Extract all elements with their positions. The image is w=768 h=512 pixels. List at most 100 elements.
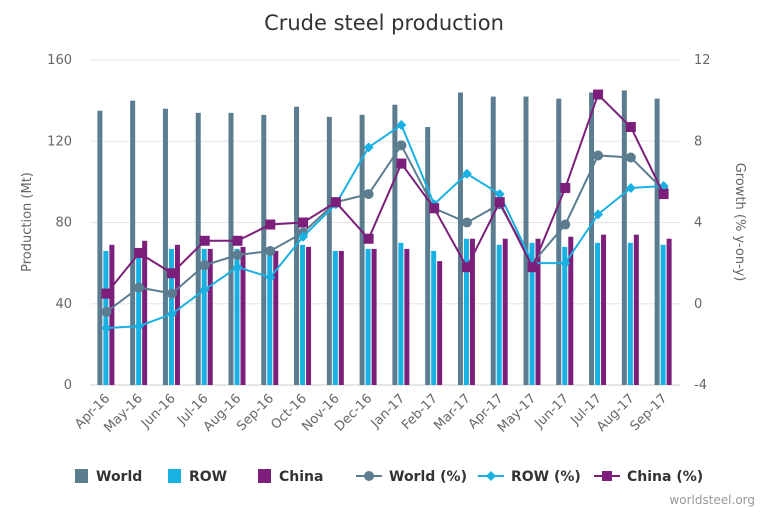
bar-row-may-17[interactable] [529, 242, 535, 385]
point-row--jun-17[interactable] [560, 258, 571, 269]
bar-world-jun-16[interactable] [162, 108, 168, 385]
bar-world-dec-16[interactable] [359, 114, 365, 385]
line-world-[interactable] [105, 143, 665, 313]
bar-china-dec-16[interactable] [371, 248, 377, 385]
bar-row-jan-17[interactable] [398, 242, 404, 385]
point-world--jul-16[interactable] [199, 260, 210, 271]
bar-row-may-16[interactable] [136, 250, 142, 385]
bar-china-aug-16[interactable] [240, 246, 246, 385]
point-world--aug-17[interactable] [625, 152, 636, 163]
bar-world-jul-17[interactable] [589, 92, 595, 386]
bar-row-jun-17[interactable] [562, 246, 568, 385]
bar-row-feb-17[interactable] [431, 250, 437, 385]
credit-text[interactable]: worldsteel.org [669, 493, 755, 507]
point-china--may-16[interactable] [134, 247, 145, 258]
legend-marker[interactable] [602, 471, 612, 481]
line-china-[interactable] [105, 92, 665, 295]
bar-china-jun-17[interactable] [568, 236, 574, 385]
point-china--sep-17[interactable] [658, 189, 669, 200]
point-china--feb-17[interactable] [429, 203, 440, 214]
bar-row-sep-17[interactable] [660, 244, 666, 385]
point-china--jun-17[interactable] [560, 182, 571, 193]
bar-world-feb-17[interactable] [425, 127, 431, 385]
point-row--may-16[interactable] [134, 321, 145, 332]
point-row--dec-16[interactable] [363, 142, 374, 153]
bar-china-oct-16[interactable] [306, 246, 312, 385]
bar-row-jul-16[interactable] [201, 248, 207, 385]
point-china--aug-17[interactable] [625, 122, 636, 133]
bar-china-aug-17[interactable] [633, 234, 639, 385]
bar-row-aug-16[interactable] [234, 248, 240, 385]
bar-china-may-16[interactable] [142, 240, 148, 385]
bar-row-sep-16[interactable] [267, 248, 273, 385]
point-world--jun-17[interactable] [560, 219, 571, 230]
bar-world-may-16[interactable] [130, 100, 136, 385]
point-china--jul-16[interactable] [199, 235, 210, 246]
point-row--aug-17[interactable] [625, 182, 636, 193]
point-china--apr-16[interactable] [101, 288, 112, 299]
point-row--apr-17[interactable] [494, 189, 505, 200]
point-row--jul-17[interactable] [593, 209, 604, 220]
point-world--sep-16[interactable] [265, 245, 276, 256]
bar-world-jun-17[interactable] [556, 98, 562, 385]
legend-marker[interactable] [364, 471, 374, 481]
bar-world-sep-16[interactable] [261, 114, 267, 385]
bar-world-apr-16[interactable] [97, 110, 103, 385]
legend-item-china-[interactable]: China (%) [594, 469, 703, 485]
bar-china-jul-16[interactable] [207, 248, 213, 385]
point-china--dec-16[interactable] [363, 233, 374, 244]
point-china--oct-16[interactable] [298, 217, 309, 228]
point-china--sep-16[interactable] [265, 219, 276, 230]
bar-row-mar-17[interactable] [463, 238, 469, 385]
bar-row-oct-16[interactable] [300, 244, 306, 385]
point-china--apr-17[interactable] [494, 197, 505, 208]
point-china--aug-16[interactable] [232, 235, 243, 246]
legend-marker[interactable] [486, 471, 496, 481]
point-china--jul-17[interactable] [593, 89, 604, 100]
bar-world-jul-16[interactable] [195, 112, 201, 385]
bar-world-aug-17[interactable] [621, 90, 627, 385]
point-world--aug-16[interactable] [232, 250, 243, 260]
bar-world-sep-17[interactable] [654, 98, 660, 385]
bar-china-sep-16[interactable] [273, 250, 279, 385]
point-row--jan-17[interactable] [396, 120, 407, 130]
point-china--jun-16[interactable] [166, 268, 177, 279]
bar-world-nov-16[interactable] [326, 116, 332, 385]
point-world--may-16[interactable] [134, 282, 145, 293]
point-china--mar-17[interactable] [461, 262, 472, 273]
point-row--sep-16[interactable] [265, 272, 276, 283]
point-china--nov-16[interactable] [330, 197, 341, 208]
bar-row-apr-17[interactable] [496, 244, 502, 385]
point-world--jan-17[interactable] [396, 140, 407, 151]
bar-china-apr-16[interactable] [109, 244, 115, 385]
point-row--apr-16[interactable] [101, 323, 112, 334]
bar-row-dec-16[interactable] [365, 248, 371, 385]
point-world--mar-17[interactable] [461, 217, 472, 228]
point-world--jul-17[interactable] [593, 150, 604, 161]
bar-china-sep-17[interactable] [666, 238, 672, 385]
bar-world-aug-16[interactable] [228, 112, 234, 385]
point-row--mar-17[interactable] [461, 168, 472, 179]
bar-china-feb-17[interactable] [437, 261, 443, 385]
point-row--jun-16[interactable] [166, 308, 177, 319]
bar-world-may-17[interactable] [523, 96, 529, 385]
point-world--jun-16[interactable] [166, 288, 177, 299]
legend-item-china[interactable]: China [258, 469, 323, 485]
bar-row-apr-16[interactable] [103, 250, 109, 385]
bar-china-mar-17[interactable] [469, 238, 475, 385]
bar-china-nov-16[interactable] [338, 250, 344, 385]
bar-china-jan-17[interactable] [404, 248, 410, 385]
point-row--jul-16[interactable] [199, 284, 210, 295]
bar-world-apr-17[interactable] [490, 96, 496, 385]
bar-row-aug-17[interactable] [627, 242, 633, 385]
legend-item-row[interactable]: ROW [168, 469, 227, 485]
bar-row-jul-17[interactable] [595, 242, 601, 385]
bar-china-jul-17[interactable] [601, 234, 607, 385]
point-row--oct-16[interactable] [298, 231, 309, 242]
point-world--dec-16[interactable] [363, 189, 374, 200]
bar-row-nov-16[interactable] [332, 250, 338, 385]
bar-world-jan-17[interactable] [392, 104, 398, 385]
point-row--aug-16[interactable] [232, 262, 243, 273]
bar-china-jun-16[interactable] [174, 244, 180, 385]
legend-item-row-[interactable]: ROW (%) [478, 469, 581, 485]
